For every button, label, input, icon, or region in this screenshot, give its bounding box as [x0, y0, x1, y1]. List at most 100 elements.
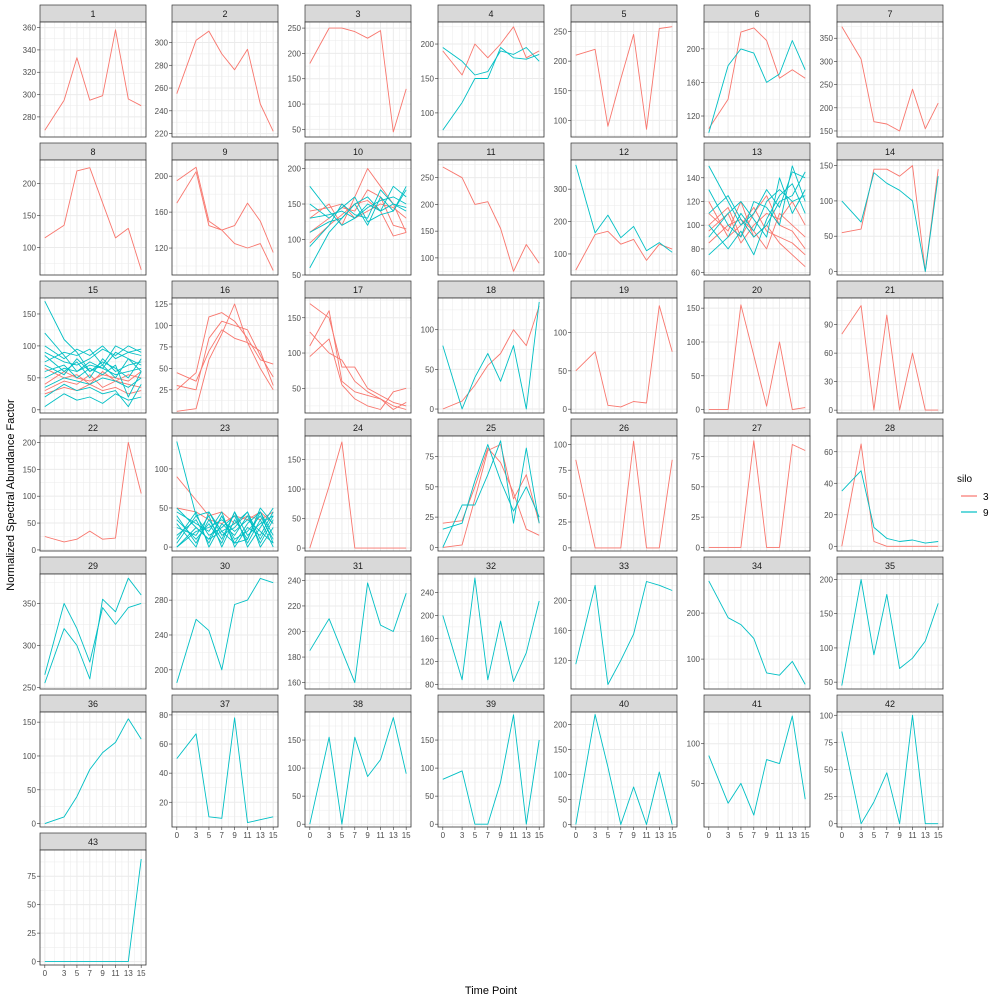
x-tick-label: 7 — [885, 831, 890, 840]
y-tick-label: 20 — [824, 511, 833, 520]
y-tick-label: 150 — [288, 314, 302, 323]
x-tick-label: 9 — [232, 831, 237, 840]
facet-panel: 36 0 50 100 150 — [23, 694, 147, 829]
series-line-silo-3 — [575, 440, 673, 549]
series-line-silo-3 — [442, 305, 540, 410]
series-line-silo-3 — [44, 441, 142, 543]
y-tick-label: 50 — [558, 796, 567, 805]
x-tick-label: 15 — [801, 831, 810, 840]
y-tick-label: 250 — [288, 24, 302, 33]
facet-panel: 4 100 150 200 — [421, 4, 545, 138]
facet-panel: 19 0 50 100 — [554, 280, 678, 414]
y-tick-label: 200 — [554, 57, 568, 66]
y-tick-label: 75 — [558, 466, 567, 475]
series-line-silo-9 — [442, 47, 540, 76]
y-tick-label: 280 — [155, 596, 169, 605]
series-line-silo-9 — [176, 507, 274, 544]
plot-area — [438, 574, 544, 689]
y-tick-label: 200 — [554, 596, 568, 605]
y-tick-label: 100 — [288, 236, 302, 245]
y-tick-label: 50 — [27, 374, 36, 383]
y-tick-label: 100 — [23, 244, 37, 253]
series-line-silo-3 — [575, 230, 673, 271]
y-tick-label: 100 — [554, 116, 568, 125]
y-tick-label: 0 — [829, 406, 834, 415]
y-tick-label: 200 — [23, 438, 37, 447]
plot-area — [305, 22, 411, 137]
panel-border — [39, 159, 147, 276]
panel-border — [304, 435, 412, 552]
x-tick-label: 7 — [619, 831, 624, 840]
plot-area — [438, 22, 544, 137]
plot-area — [571, 298, 677, 413]
y-tick-label: 150 — [288, 200, 302, 209]
y-tick-label: 120 — [687, 112, 701, 121]
y-tick-label: 300 — [23, 641, 37, 650]
series-line-silo-9 — [309, 186, 407, 223]
x-tick-label: 0 — [574, 831, 579, 840]
panel-border — [836, 159, 944, 276]
panel-border — [39, 711, 147, 828]
y-tick-label: 80 — [159, 711, 168, 720]
series-line-silo-3 — [841, 305, 939, 411]
facet-panel: 25 0 25 50 75 — [425, 418, 545, 552]
panel-border — [703, 435, 811, 552]
plot-area — [172, 574, 278, 689]
panel-border — [39, 21, 147, 138]
y-tick-label: 200 — [687, 609, 701, 618]
y-tick-label: 50 — [824, 766, 833, 775]
facet-strip-label: 27 — [752, 423, 762, 433]
series-line-silo-9 — [309, 189, 407, 269]
panel-border — [39, 573, 147, 690]
facet-panel: 32 80 120 160 200 240 — [421, 556, 545, 690]
facet-strip-label: 11 — [486, 147, 495, 157]
plot-area — [837, 436, 943, 551]
y-tick-label: 80 — [691, 245, 700, 254]
facet-panel: 39 0 50 100 150 0 3 5 7 9 11 13 15 — [421, 694, 545, 840]
y-tick-label: 150 — [288, 456, 302, 465]
panel-border — [304, 297, 412, 414]
y-tick-label: 75 — [27, 872, 36, 881]
y-tick-label: 150 — [421, 74, 435, 83]
facet-strip-label: 33 — [619, 561, 629, 571]
series-line-silo-3 — [176, 312, 274, 391]
y-tick-label: 100 — [288, 485, 302, 494]
facet-panel: 23 0 50 100 — [155, 418, 279, 552]
facet-panel: 37 20 40 60 80 0 3 5 7 9 11 13 15 — [159, 694, 279, 840]
y-tick-label: 150 — [820, 127, 834, 136]
y-tick-label: 50 — [27, 901, 36, 910]
y-tick-label: 140 — [687, 174, 701, 183]
x-tick-label: 5 — [75, 969, 80, 978]
x-tick-label: 9 — [631, 831, 636, 840]
x-tick-label: 11 — [642, 831, 651, 840]
y-tick-label: 250 — [23, 683, 37, 692]
y-tick-label: 120 — [421, 657, 435, 666]
y-tick-label: 200 — [421, 200, 435, 209]
facet-panel: 30 200 240 280 — [155, 556, 279, 690]
facet-panel: 24 0 50 100 150 — [288, 418, 412, 553]
facet-strip-label: 43 — [88, 837, 98, 847]
panel-border — [836, 435, 944, 552]
panel-border — [171, 159, 279, 276]
y-tick-label: 100 — [687, 740, 701, 749]
x-tick-label: 5 — [473, 831, 478, 840]
facet-strip-label: 9 — [222, 147, 227, 157]
panel-border — [437, 573, 545, 690]
y-tick-label: 50 — [824, 232, 833, 241]
facet-strip-label: 20 — [752, 285, 762, 295]
series-line-silo-3 — [708, 304, 806, 411]
y-tick-label: 50 — [27, 786, 36, 795]
y-tick-label: 150 — [554, 746, 568, 755]
panel-border — [703, 573, 811, 690]
panel-border — [703, 21, 811, 138]
facet-panel: 22 0 50 100 150 200 — [23, 418, 147, 555]
y-tick-label: 125 — [155, 300, 169, 309]
facet-strip-label: 40 — [619, 699, 629, 709]
x-tick-label: 3 — [194, 831, 199, 840]
series-line-silo-3 — [44, 167, 142, 271]
y-tick-label: 120 — [554, 656, 568, 665]
series-line-silo-9 — [841, 470, 939, 544]
x-tick-label: 15 — [934, 831, 943, 840]
x-axis-title: Time Point — [465, 985, 517, 997]
